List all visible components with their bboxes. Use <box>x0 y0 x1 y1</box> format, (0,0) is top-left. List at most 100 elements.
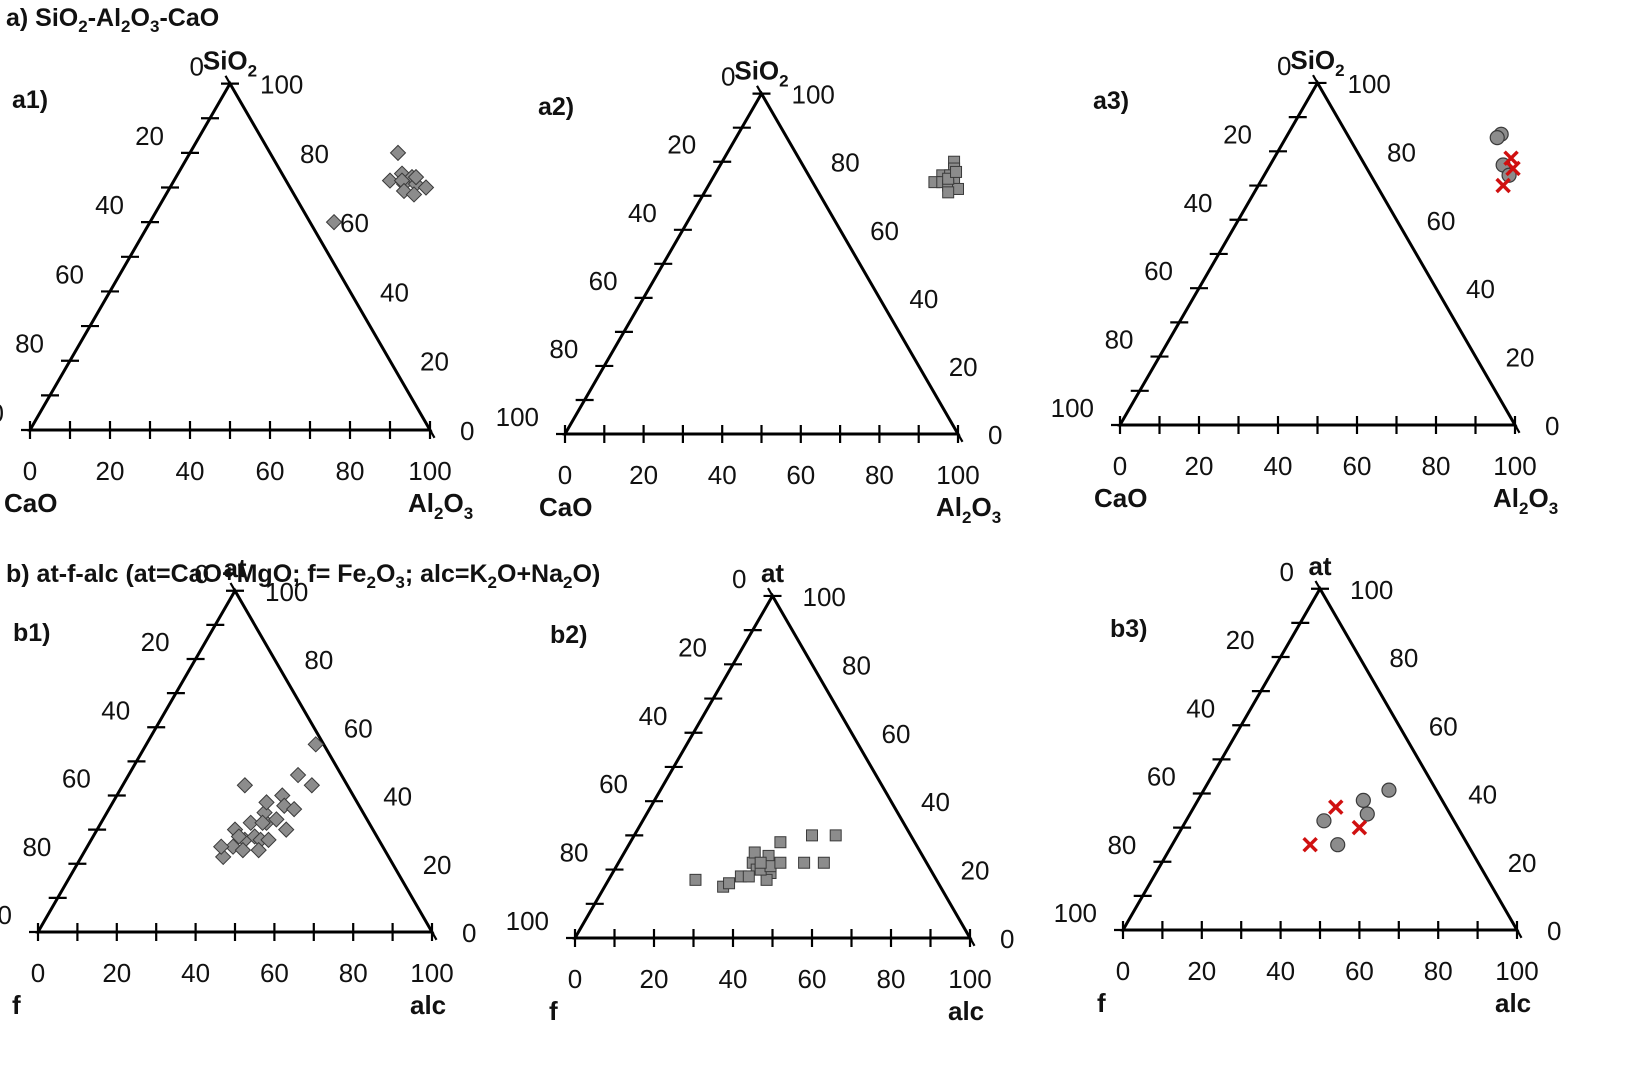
corner-label-right: alc <box>948 996 984 1026</box>
data-point-diamond <box>285 800 303 818</box>
tick-label-right: 20 <box>961 856 990 886</box>
tick-label-left: 40 <box>95 190 124 220</box>
tick-label-bottom: 20 <box>629 460 658 490</box>
data-point-diamond <box>268 811 285 828</box>
tick-right <box>786 621 798 639</box>
tick-label-right: 60 <box>344 713 373 743</box>
tick-label-left: 40 <box>1186 693 1215 723</box>
tick-label-left: 40 <box>1184 188 1213 218</box>
tick-right <box>387 855 399 873</box>
data-point-circle <box>1381 782 1397 798</box>
data-point-square <box>774 836 787 849</box>
title-text-part: 3 <box>395 573 405 592</box>
tick-label-right: 40 <box>383 782 412 812</box>
tick-right <box>767 587 778 605</box>
ternary-panel-a1: 000202020404040606060808080100100100SiO2… <box>0 46 474 523</box>
tick-label-left: 40 <box>628 198 657 228</box>
tick-label-bottom: 40 <box>1264 451 1293 481</box>
data-point-circle <box>1501 167 1517 183</box>
tick-right <box>1331 108 1343 126</box>
data-point-diamond <box>303 777 321 794</box>
tick-right <box>249 616 261 634</box>
data-point-square <box>829 829 842 842</box>
tick-right <box>364 317 376 335</box>
tick-right <box>1413 751 1424 768</box>
tick-label-left: 60 <box>1147 762 1176 792</box>
label-part: f <box>1097 988 1106 1018</box>
data-point-square <box>742 870 755 883</box>
data-point-diamond <box>234 841 252 859</box>
tick-label-right: 100 <box>260 70 303 100</box>
tick-label-left: 20 <box>135 121 164 151</box>
tick-right <box>367 821 379 838</box>
data-point-diamond <box>236 777 254 794</box>
tick-label-bottom: 0 <box>1113 451 1127 481</box>
tick-label-right: 20 <box>1506 343 1535 373</box>
data-point-circle <box>1359 806 1375 822</box>
data-point-diamond <box>289 766 307 784</box>
tick-label-left: 80 <box>22 832 51 862</box>
tick-right <box>1373 682 1385 700</box>
panel-label-a2: a2) <box>538 93 574 121</box>
tick-right <box>925 861 936 878</box>
data-point-square <box>723 877 736 890</box>
data-point-square <box>764 860 777 873</box>
title-text-part: ; alc=K <box>404 560 488 588</box>
tick-label-right: 80 <box>300 139 329 169</box>
tick-label-right: 80 <box>1387 137 1416 167</box>
tick-label-right: 80 <box>831 148 860 178</box>
triangle-outline <box>562 90 961 436</box>
tick-label-left: 100 <box>496 402 539 432</box>
data-point-square <box>754 856 767 869</box>
data-point-x <box>1505 160 1521 177</box>
tick-label-bottom: 100 <box>1493 451 1536 481</box>
tick-label-left: 0 <box>1277 51 1291 81</box>
label-part: CaO <box>4 488 57 518</box>
data-point-x <box>1302 836 1318 853</box>
tick-label-right: 40 <box>921 787 950 817</box>
corner-label-top: at <box>223 553 246 583</box>
label-part: 2 <box>779 72 788 91</box>
data-point-square <box>748 846 761 859</box>
data-point-circle <box>1489 130 1505 146</box>
tick-label-bottom: 100 <box>410 958 453 988</box>
tick-label-left: 0 <box>721 62 735 92</box>
tick-label-right: 80 <box>304 645 333 675</box>
data-point-x <box>1351 819 1368 836</box>
title-text-part: 3 <box>149 17 160 36</box>
tick-label-left: 100 <box>0 900 12 930</box>
tick-label-right: 100 <box>1350 575 1393 605</box>
label-part: 2 <box>248 62 257 81</box>
label-part: at <box>1308 551 1331 581</box>
label-part: SiO <box>1290 45 1335 75</box>
tick-right <box>795 153 807 171</box>
tick-label-left: 20 <box>667 130 696 160</box>
tick-label-bottom: 40 <box>1266 956 1295 986</box>
label-part: 2 <box>962 508 971 527</box>
tick-label-left: 60 <box>589 266 618 296</box>
tick-label-right: 80 <box>842 650 871 680</box>
tick-label-left: 80 <box>560 838 589 868</box>
label-part: 3 <box>1549 499 1558 518</box>
tick-label-right: 0 <box>1545 411 1559 441</box>
panel-label-a1: a1) <box>12 86 48 114</box>
tick-right <box>1351 142 1363 160</box>
tick-label-left: 60 <box>62 764 91 794</box>
tick-label-bottom: 60 <box>260 958 289 988</box>
corner-label-right: alc <box>1495 988 1531 1018</box>
tick-label-left: 80 <box>1105 325 1134 355</box>
tick-right <box>1489 382 1501 400</box>
tick-right <box>905 827 917 844</box>
tick-label-bottom: 80 <box>336 456 365 486</box>
tick-label-right: 20 <box>949 352 978 382</box>
data-point-x <box>1495 177 1511 194</box>
tick-label-right: 0 <box>460 416 474 446</box>
tick-right <box>1432 785 1444 802</box>
tick-label-bottom: 60 <box>798 964 827 994</box>
tick-right <box>913 357 925 375</box>
tick-right <box>1353 648 1365 666</box>
data-point-square <box>806 829 818 842</box>
tick-right <box>814 187 826 205</box>
tick-right <box>1314 580 1326 598</box>
x-stroke <box>1302 836 1318 853</box>
